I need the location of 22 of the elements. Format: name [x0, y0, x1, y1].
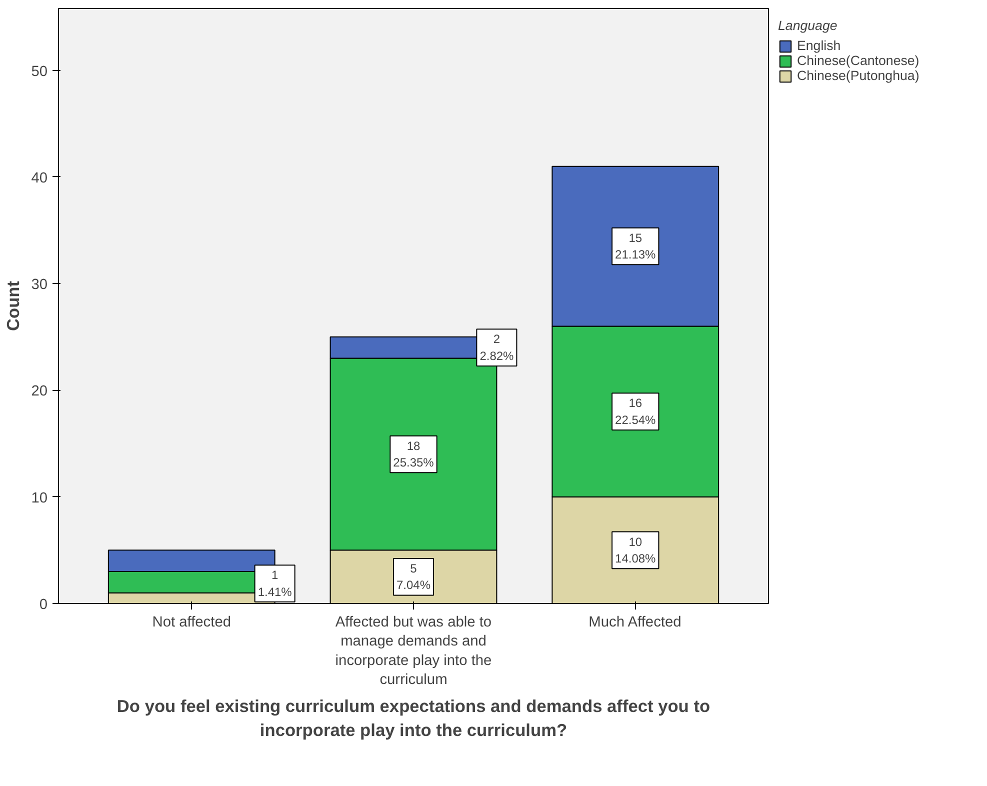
y-tick-label: 10 — [31, 490, 48, 506]
data-label: 18 25.35% — [393, 438, 434, 470]
y-axis-title: Count — [3, 280, 24, 332]
legend-label: English — [797, 38, 841, 53]
legend-title: Language — [778, 18, 838, 33]
data-label: 10 14.08% — [615, 534, 656, 566]
legend-label: Chinese(Putonghua) — [797, 68, 920, 83]
x-axis-title: Do you feel existing curriculum expectations and demands affect you to incorporate play into the curriculum? — [116, 696, 710, 740]
y-tick-label: 30 — [31, 277, 48, 294]
x-tick-label: Much Affected — [588, 614, 682, 630]
x-tick-label: Affected but was able to manage demands and incorporate play into the curriculum — [335, 614, 492, 688]
data-label: 5 7.04% — [396, 561, 431, 592]
data-label: 1 1.41% — [258, 568, 292, 599]
data-label: 16 22.54% — [615, 396, 656, 427]
y-tick-label: 0 — [39, 597, 48, 613]
x-tick-label: Not affected — [152, 614, 232, 630]
data-label: 15 21.13% — [615, 230, 656, 262]
legend-label: Chinese(Cantonese) — [797, 53, 920, 68]
y-tick-label: 20 — [31, 384, 48, 400]
data-label: 2 2.82% — [480, 332, 514, 363]
y-tick-label: 40 — [31, 170, 48, 186]
y-tick-label: 50 — [31, 64, 48, 80]
